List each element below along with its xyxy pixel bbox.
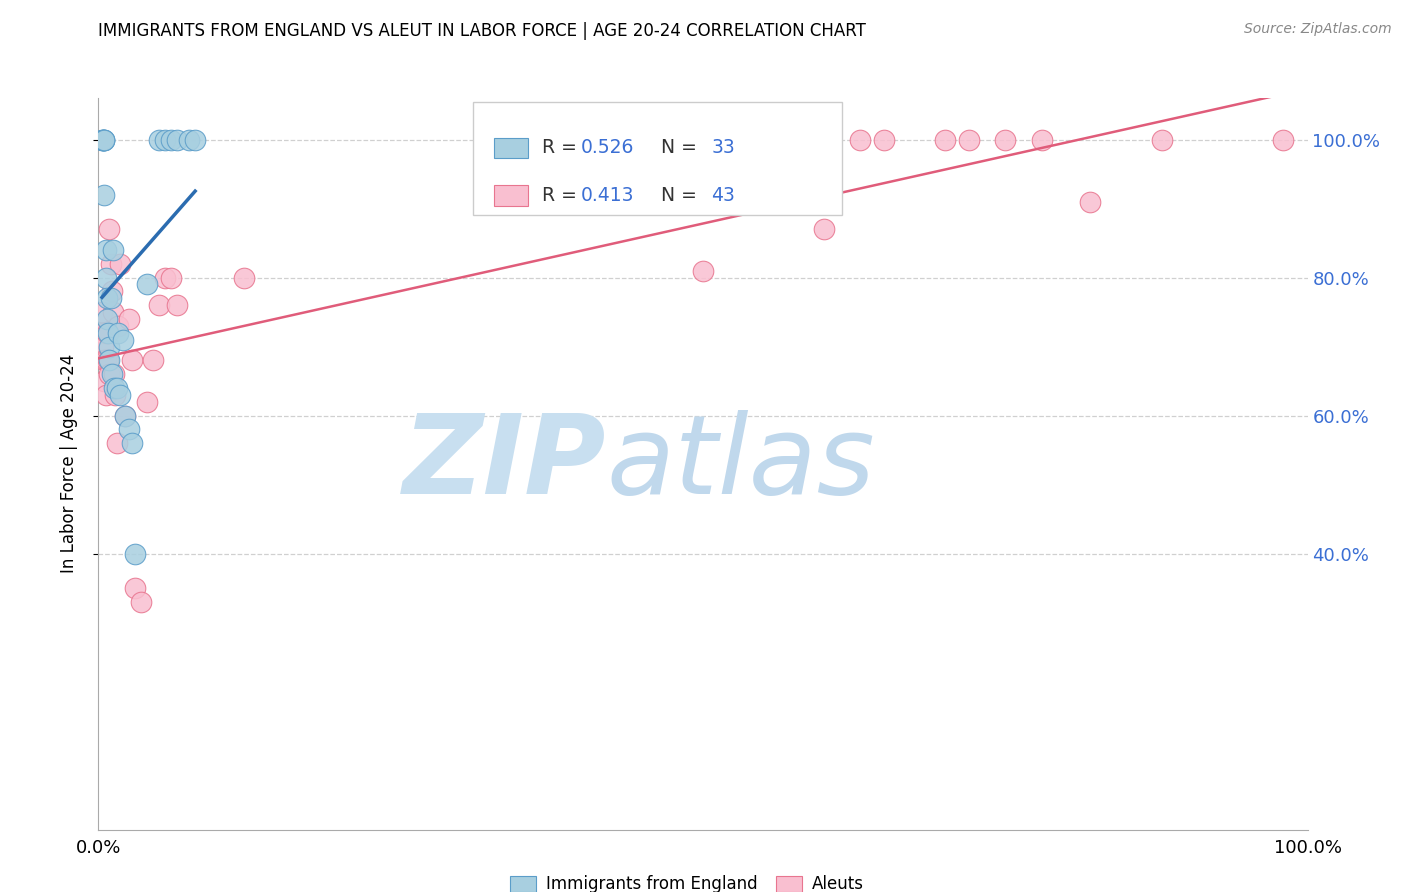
Text: N =: N =: [648, 186, 703, 205]
Text: 0.413: 0.413: [581, 186, 634, 205]
Point: [91, 326, 114, 340]
Point: [94, 353, 117, 368]
Point: [93, 132, 115, 146]
Text: N =: N =: [648, 138, 703, 157]
Point: [98, 353, 121, 368]
Point: [107, 318, 129, 333]
Text: ZIP: ZIP: [402, 410, 606, 517]
Point: [103, 367, 125, 381]
Point: [96, 326, 118, 340]
Point: [114, 409, 136, 423]
Point: [91, 132, 114, 146]
Point: [91, 132, 114, 146]
Point: [93, 353, 115, 368]
FancyBboxPatch shape: [494, 186, 527, 206]
Point: [100, 291, 122, 305]
Point: [934, 132, 956, 146]
Point: [121, 353, 143, 368]
Point: [93, 374, 115, 388]
Point: [153, 132, 176, 146]
Point: [232, 270, 254, 285]
Point: [1272, 132, 1295, 146]
Point: [124, 581, 146, 595]
Point: [96, 291, 118, 305]
Point: [124, 547, 146, 561]
Point: [957, 132, 980, 146]
Text: 43: 43: [711, 186, 735, 205]
Point: [97, 353, 120, 368]
Point: [994, 132, 1017, 146]
Point: [114, 409, 136, 423]
FancyBboxPatch shape: [474, 102, 842, 215]
Text: Source: ZipAtlas.com: Source: ZipAtlas.com: [1244, 22, 1392, 37]
Point: [1078, 194, 1101, 209]
Text: atlas: atlas: [606, 410, 875, 517]
Point: [108, 388, 131, 402]
Point: [96, 312, 118, 326]
Point: [111, 333, 134, 347]
Point: [98, 367, 121, 381]
Text: 0.526: 0.526: [581, 138, 634, 157]
Point: [93, 187, 115, 202]
Point: [98, 339, 121, 353]
Point: [118, 312, 141, 326]
Point: [103, 381, 125, 395]
Text: Immigrants from England: Immigrants from England: [546, 875, 758, 892]
Point: [166, 298, 188, 312]
Point: [94, 243, 117, 257]
Point: [1152, 132, 1174, 146]
Point: [148, 298, 170, 312]
Point: [135, 277, 157, 292]
Point: [752, 132, 775, 146]
FancyBboxPatch shape: [776, 876, 803, 892]
Point: [153, 270, 176, 285]
Point: [101, 243, 124, 257]
Point: [91, 305, 114, 319]
Text: R =: R =: [543, 186, 583, 205]
Point: [91, 339, 114, 353]
Point: [166, 132, 188, 146]
FancyBboxPatch shape: [509, 876, 536, 892]
Point: [97, 326, 120, 340]
Point: [108, 257, 131, 271]
Point: [849, 132, 872, 146]
Point: [129, 595, 152, 609]
Point: [101, 305, 124, 319]
Point: [148, 132, 170, 146]
Point: [160, 270, 183, 285]
Y-axis label: In Labor Force | Age 20-24: In Labor Force | Age 20-24: [59, 354, 77, 574]
Text: IMMIGRANTS FROM ENGLAND VS ALEUT IN LABOR FORCE | AGE 20-24 CORRELATION CHART: IMMIGRANTS FROM ENGLAND VS ALEUT IN LABO…: [98, 22, 866, 40]
Point: [692, 263, 714, 277]
Point: [118, 422, 141, 436]
Point: [160, 132, 183, 146]
Point: [1031, 132, 1053, 146]
Point: [104, 388, 127, 402]
Point: [100, 285, 122, 299]
Point: [93, 132, 115, 146]
Point: [100, 367, 122, 381]
Point: [91, 132, 114, 146]
Point: [121, 436, 143, 450]
Text: 33: 33: [711, 138, 735, 157]
Point: [142, 353, 165, 368]
Text: Aleuts: Aleuts: [811, 875, 863, 892]
Point: [105, 381, 128, 395]
Point: [179, 132, 201, 146]
Point: [184, 132, 207, 146]
Point: [93, 132, 115, 146]
Point: [94, 388, 117, 402]
Point: [873, 132, 896, 146]
Point: [94, 270, 117, 285]
Point: [98, 222, 121, 236]
Point: [105, 436, 128, 450]
FancyBboxPatch shape: [494, 137, 527, 158]
Text: R =: R =: [543, 138, 583, 157]
Point: [100, 257, 122, 271]
Point: [813, 222, 835, 236]
Point: [135, 394, 157, 409]
Point: [107, 326, 129, 340]
